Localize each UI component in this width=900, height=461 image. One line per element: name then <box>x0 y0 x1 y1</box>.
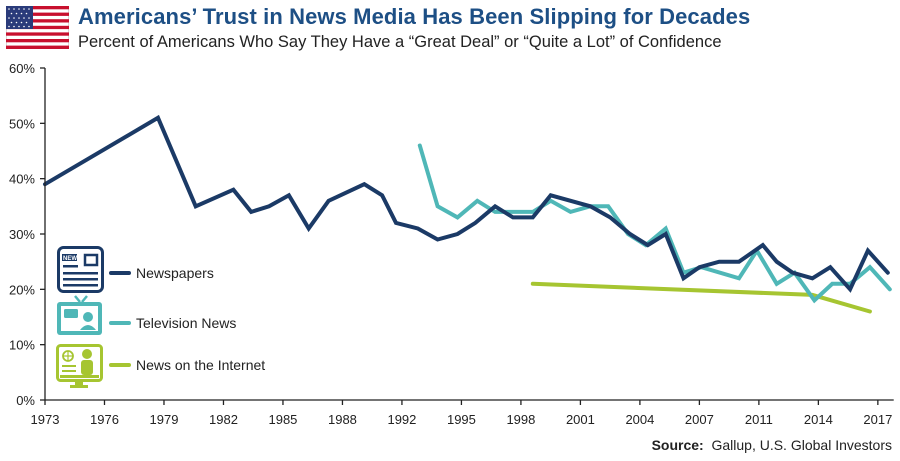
x-tick-label: 1979 <box>150 412 179 427</box>
x-tick-label: 1973 <box>31 412 60 427</box>
y-tick-label: 50% <box>9 116 35 131</box>
x-tick-label: 2001 <box>566 412 595 427</box>
us-flag-icon <box>6 6 69 49</box>
legend-label-television: Television News <box>136 315 236 331</box>
television-icon <box>57 295 102 335</box>
source-note: Source: Gallup, U.S. Global Investors <box>652 437 892 453</box>
x-tick-label: 2011 <box>745 412 773 427</box>
series-line-newspapers <box>43 114 890 293</box>
x-tick-label: 1995 <box>447 412 476 427</box>
internet-icon <box>56 344 103 388</box>
x-tick-label: 1998 <box>506 412 535 427</box>
x-tick-label: 2004 <box>625 412 654 427</box>
chart-subtitle: Percent of Americans Who Say They Have a… <box>78 33 722 51</box>
chart-title: Americans’ Trust in News Media Has Been … <box>78 4 751 29</box>
y-tick-label: 10% <box>9 338 35 353</box>
series-line-television <box>417 143 892 304</box>
source-label: Source: <box>651 437 704 453</box>
y-tick-label: 30% <box>9 227 35 242</box>
legend-label-internet: News on the Internet <box>136 357 265 373</box>
axes-layer: 0% 10% 20% 30% 40% 50% 60% 1973 1976 1979 1982 1985… <box>9 61 894 427</box>
legend-label-newspapers: Newspapers <box>136 265 214 281</box>
x-tick-label: 1976 <box>90 412 119 427</box>
x-tick-label: 2014 <box>804 412 833 427</box>
x-tick-label: 1988 <box>328 412 357 427</box>
y-tick-label: 60% <box>9 61 35 76</box>
newspaper-icon: NEWS <box>57 246 104 293</box>
source-text: Gallup, U.S. Global Investors <box>711 437 892 453</box>
y-tick-label: 0% <box>16 393 35 408</box>
legend: NEWS Newspapers Television News <box>56 246 265 388</box>
x-tick-label: 1992 <box>387 412 416 427</box>
x-tick-label: 1985 <box>268 412 297 427</box>
x-tick-label: 1982 <box>209 412 238 427</box>
y-tick-label: 20% <box>9 282 35 297</box>
x-tick-label: 2007 <box>685 412 714 427</box>
x-tick-label: 2017 <box>863 412 892 427</box>
y-tick-label: 40% <box>9 172 35 187</box>
series-layer <box>43 114 892 314</box>
svg-text:NEWS: NEWS <box>63 256 81 262</box>
